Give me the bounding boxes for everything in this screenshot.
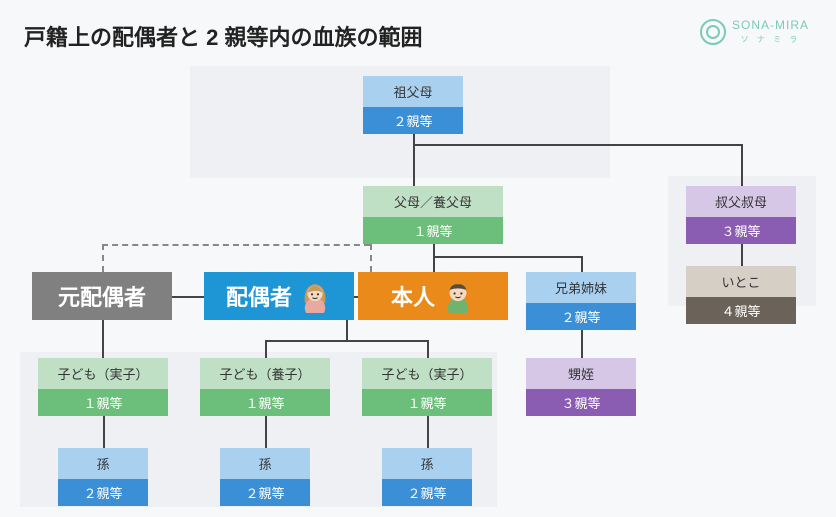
node-child3: 子ども（実子）１親等 [362,358,492,416]
connector-line [581,256,583,272]
node-uncle: 叔父叔母３親等 [686,186,796,244]
connector-dashed [102,244,370,246]
node-degree: ４親等 [686,297,796,324]
node-label: 兄弟姉妹 [526,272,636,303]
logo-subtext: ソ ナ ミ ラ [732,34,809,45]
node-degree: ２親等 [58,479,148,506]
avatar-male-icon [441,279,475,313]
page-title: 戸籍上の配偶者と 2 親等内の血族の範囲 [24,20,422,52]
node-label: 祖父母 [363,76,463,107]
node-gc1: 孫２親等 [58,448,148,506]
node-degree: １親等 [362,389,492,416]
node-self: 本人 [358,272,508,320]
node-sibling: 兄弟姉妹２親等 [526,272,636,330]
connector-line [413,144,415,186]
connector-line [427,340,429,358]
node-label: 子ども（養子） [200,358,330,389]
connector-line [433,256,435,272]
node-degree: ２親等 [382,479,472,506]
node-degree: ２親等 [363,107,463,134]
node-label: 父母／養父母 [363,186,503,217]
node-label: 甥姪 [526,358,636,389]
node-label: 孫 [382,448,472,479]
node-ex: 元配偶者 [32,272,172,320]
node-niece: 甥姪３親等 [526,358,636,416]
node-label: 配偶者 [226,280,292,312]
node-parent: 父母／養父母１親等 [363,186,503,244]
node-label: 子ども（実子） [362,358,492,389]
node-label: 本人 [391,280,435,312]
connector-line [102,320,104,358]
node-degree: １親等 [200,389,330,416]
connector-line [172,296,204,298]
brand-logo: SONA-MIRA ソ ナ ミ ラ [700,18,809,45]
node-label: 孫 [58,448,148,479]
connector-line [433,256,581,258]
node-gc3: 孫２親等 [382,448,472,506]
node-degree: １親等 [38,389,168,416]
node-degree: ３親等 [686,217,796,244]
node-label: 叔父叔母 [686,186,796,217]
connector-line [741,144,743,186]
node-spouse: 配偶者 [204,272,354,320]
connector-line [265,340,427,342]
node-degree: ３親等 [526,389,636,416]
node-label: 元配偶者 [58,280,146,312]
node-child1: 子ども（実子）１親等 [38,358,168,416]
avatar-female-icon [298,279,332,313]
node-grand: 祖父母２親等 [363,76,463,134]
node-child2: 子ども（養子）１親等 [200,358,330,416]
node-degree: ２親等 [526,303,636,330]
node-label: 子ども（実子） [38,358,168,389]
logo-ring-icon [700,19,726,45]
connector-line [413,144,741,146]
node-degree: １親等 [363,217,503,244]
logo-text: SONA-MIRA [732,18,809,32]
node-label: 孫 [220,448,310,479]
connector-line [265,340,267,358]
node-label: いとこ [686,266,796,297]
connector-dashed [370,244,372,272]
node-gc2: 孫２親等 [220,448,310,506]
connector-dashed [102,244,104,272]
connector-line [346,320,348,340]
node-degree: ２親等 [220,479,310,506]
node-cousin: いとこ４親等 [686,266,796,324]
